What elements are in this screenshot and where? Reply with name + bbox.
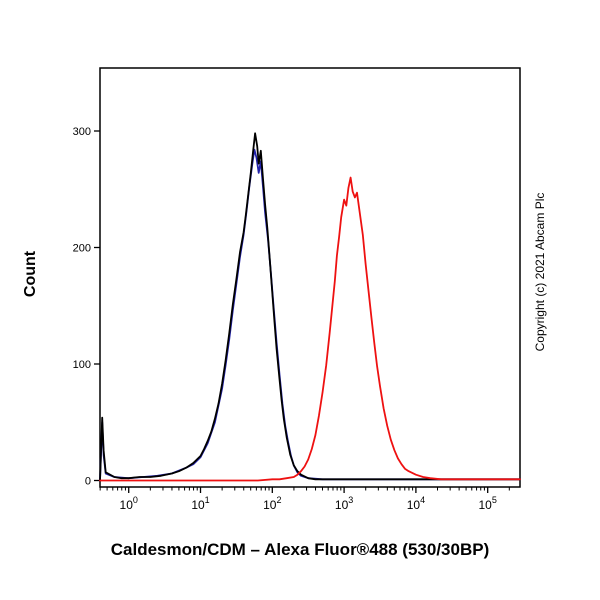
y-tick-label: 100 xyxy=(73,359,91,371)
y-tick-label: 300 xyxy=(73,126,91,138)
series-black-control-histogram xyxy=(99,132,521,482)
y-tick-label: 0 xyxy=(85,476,91,488)
x-tick-label: 105 xyxy=(479,495,497,512)
series-blue-control-histogram xyxy=(99,148,521,482)
series-red-sample-histogram xyxy=(99,176,521,482)
x-tick-label: 100 xyxy=(120,495,138,512)
y-axis-ticks: 0 100 200 300 xyxy=(73,126,100,488)
x-axis-ticks: 100 101 102 103 104 105 xyxy=(99,487,510,512)
chart-title: Caldesmon/CDM – Alexa Fluor®488 (530/30B… xyxy=(110,540,490,559)
x-tick-label: 103 xyxy=(335,495,353,512)
x-tick-label: 101 xyxy=(191,495,209,512)
plot-frame xyxy=(99,67,521,488)
y-axis-label: Count xyxy=(22,250,39,298)
copyright-text: Copyright (c) 2021 Abcam Plc xyxy=(533,192,547,352)
x-tick-label: 104 xyxy=(407,495,425,512)
x-tick-label: 102 xyxy=(263,495,281,512)
y-tick-label: 200 xyxy=(73,243,91,255)
